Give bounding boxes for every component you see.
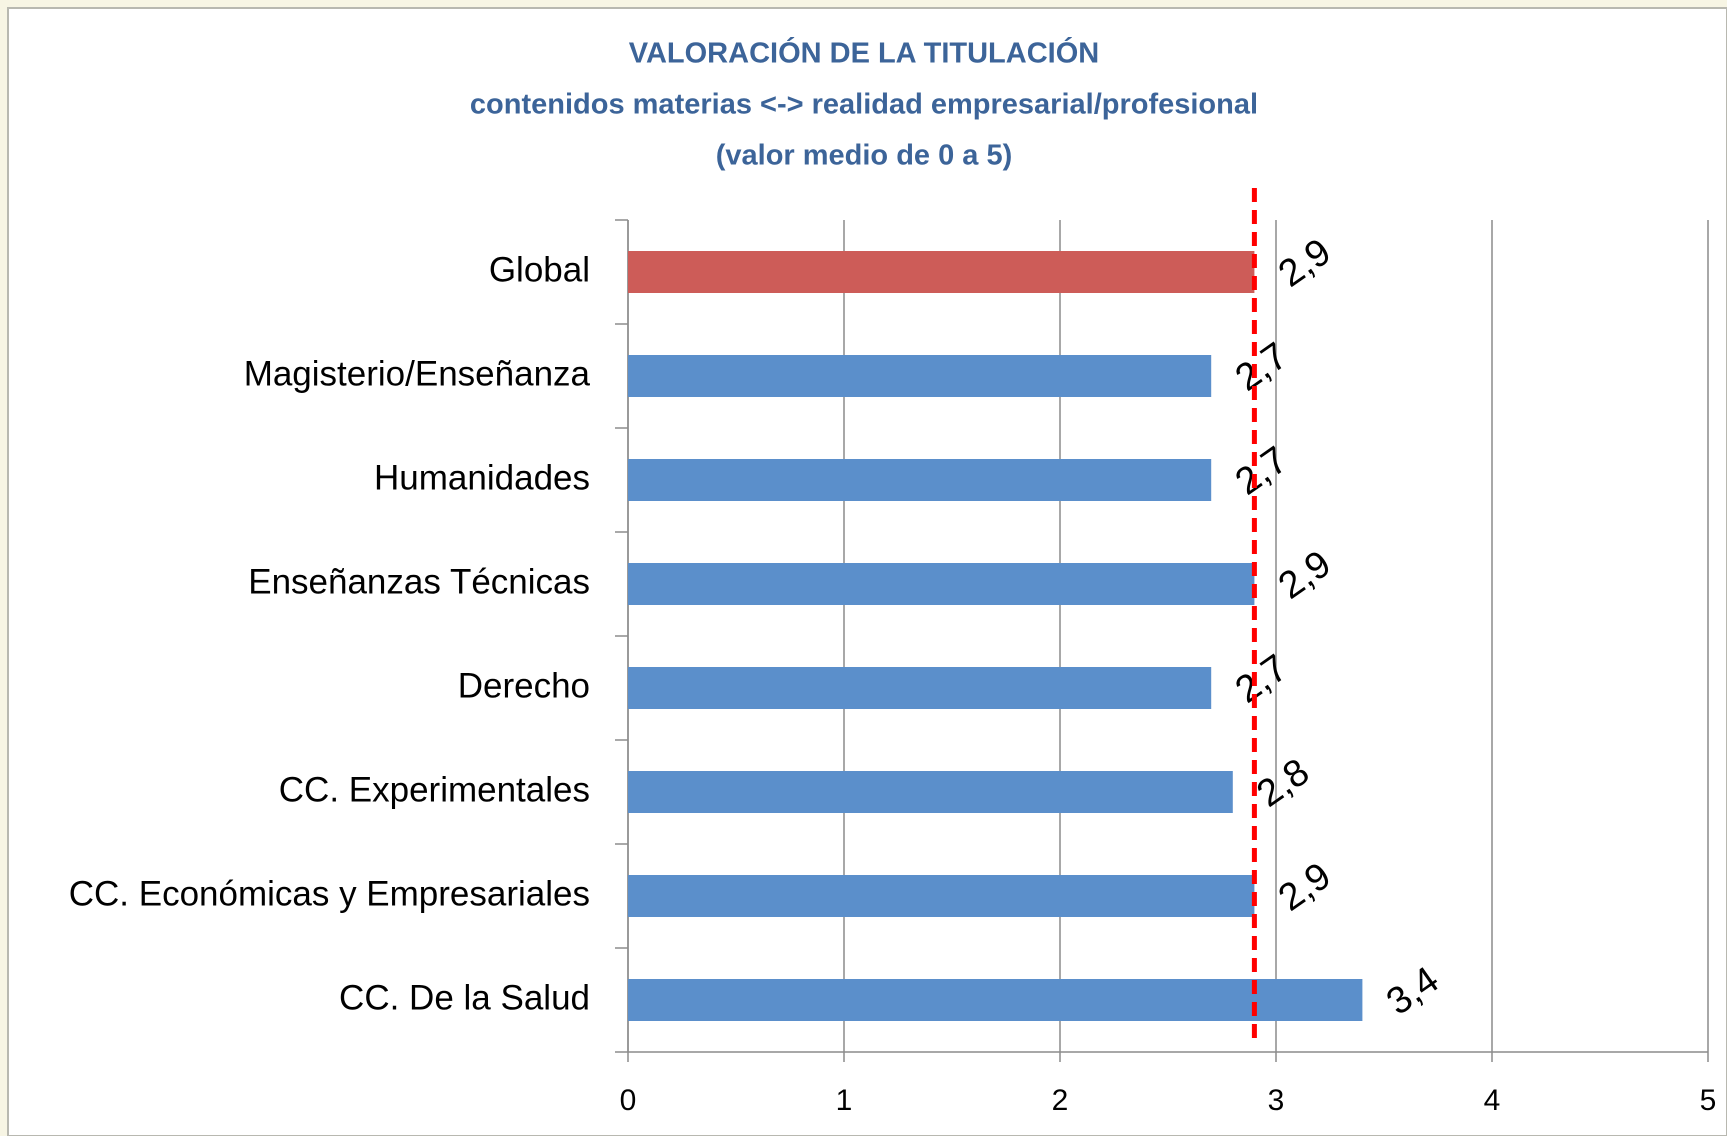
bar <box>628 355 1212 397</box>
chart-title: contenidos materias <-> realidad empresa… <box>470 89 1258 121</box>
x-tick-label: 0 <box>620 1084 637 1117</box>
y-tick-label: CC. De la Salud <box>339 978 590 1017</box>
x-tick-label: 2 <box>1052 1084 1069 1117</box>
chart-title: VALORACIÓN DE LA TITULACIÓN <box>629 36 1099 70</box>
y-tick-label: Humanidades <box>374 458 590 497</box>
bar <box>628 771 1233 813</box>
y-tick-label: Magisterio/Enseñanza <box>244 354 591 393</box>
y-tick-label: Global <box>489 250 590 289</box>
bar <box>628 667 1212 709</box>
x-tick-label: 3 <box>1268 1084 1285 1117</box>
bar <box>628 251 1255 293</box>
x-tick-label: 4 <box>1484 1084 1501 1117</box>
bar <box>628 979 1363 1021</box>
bar <box>628 563 1255 605</box>
y-tick-label: CC. Económicas y Empresariales <box>69 874 590 913</box>
y-tick-label: Enseñanzas Técnicas <box>248 562 590 601</box>
chart-title: (valor medio de 0 a 5) <box>716 140 1013 172</box>
x-tick-label: 1 <box>836 1084 853 1117</box>
y-tick-label: Derecho <box>458 666 590 705</box>
bar <box>628 875 1255 917</box>
x-tick-label: 5 <box>1700 1084 1717 1117</box>
bar <box>628 459 1212 501</box>
y-tick-label: CC. Experimentales <box>279 770 590 809</box>
